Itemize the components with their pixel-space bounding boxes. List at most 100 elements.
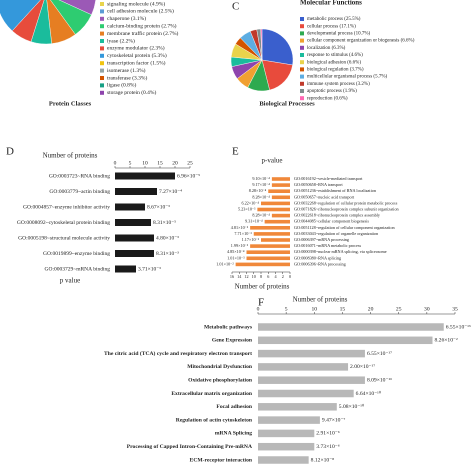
- legend-label: biological adhesion (6.6%): [307, 60, 361, 65]
- p-value-label: 3.73×10⁻⁶: [316, 444, 339, 450]
- category-label: Metabolic pathways: [204, 324, 253, 330]
- legend-swatch: [100, 61, 104, 66]
- category-label: GO:0016071~mRNA metabolic process: [294, 243, 362, 248]
- legend-swatch: [100, 9, 104, 14]
- x-tick-label: 6: [267, 274, 269, 279]
- x-tick-label: 20: [368, 306, 374, 312]
- bar: [258, 349, 365, 358]
- bar: [258, 363, 349, 371]
- category-label: GO:0003723~RNA binding: [49, 173, 110, 179]
- x-tick-label: 5: [129, 160, 132, 166]
- legend-swatch: [300, 60, 304, 65]
- category-label: GO:0044085~cellular component biogenesis: [294, 219, 369, 224]
- category-label: GO:0033043~regulation of organelle organ…: [294, 231, 379, 236]
- p-value-label: 8.09×10⁻¹⁶: [367, 377, 392, 383]
- panel-letter: E: [232, 146, 239, 158]
- bar: [258, 416, 320, 424]
- bar: [115, 250, 154, 257]
- legend-swatch: [100, 53, 104, 58]
- legend-label: isomerase (1.3%): [107, 67, 146, 74]
- category-label: GO:0005198~structural molecule activity: [18, 235, 110, 241]
- category-label: GO:0051236~establishment of RNA localiza…: [294, 188, 377, 193]
- bar: [258, 336, 433, 345]
- p-value-label: 9.47×10⁻⁷: [322, 417, 345, 423]
- legend-label: transferase (3.3%): [107, 74, 147, 81]
- p-value-label: 5.23×10⁻³: [238, 206, 256, 211]
- legend-label: biological regulation (3.7%): [307, 68, 364, 73]
- bar: [271, 183, 290, 187]
- p-value-label: 8.12×10⁻⁸: [311, 457, 334, 463]
- x-tick-label: 16: [230, 274, 234, 279]
- legend-swatch: [100, 76, 104, 80]
- legend-label: cytoskeletal protein (5.3%): [107, 52, 167, 59]
- x-tick-label: 35: [452, 306, 458, 312]
- bar: [250, 244, 290, 248]
- p-value-label: 5.08×10⁻¹⁰: [339, 403, 365, 410]
- bar: [264, 219, 290, 224]
- category-label: GO:0022618~ribonucleoprotein complex ass…: [294, 213, 381, 218]
- chart-title: Protein Classes: [49, 100, 92, 107]
- legend-swatch: [300, 81, 304, 86]
- bar: [258, 376, 365, 384]
- legend-label: cell adhesion molecule (2.5%): [107, 8, 174, 15]
- category-label: GO:0008092~cytoskeletal protein binding: [17, 220, 110, 226]
- legend-label: reproduction (0.6%): [307, 96, 348, 101]
- legend-label: response to stimulus (4.6%): [307, 53, 363, 58]
- category-label: GO:0003729~mRNA binding: [45, 266, 111, 272]
- category-label: GO:0050658~RNA transport: [294, 182, 344, 187]
- p-value-label: 8.28×10⁻⁴: [249, 188, 267, 193]
- legend-label: ligase (0.8%): [107, 82, 136, 89]
- category-label: GO:0003779~actin binding: [49, 189, 110, 195]
- pie-slice: [0, 0, 41, 32]
- legend-swatch: [100, 24, 104, 29]
- axis-title: Number of proteins: [43, 152, 98, 160]
- category-label: GO:0000398~nuclear mRNA splicing, via sp…: [294, 249, 387, 255]
- category-label: Focal adhesion: [216, 404, 252, 410]
- legend-swatch: [100, 2, 104, 6]
- category-label: GO:0006396~RNA processing: [294, 261, 347, 266]
- panel-letter: D: [6, 146, 14, 158]
- legend-label: membrane traffic protein (2.7%): [107, 30, 179, 37]
- legend-swatch: [300, 53, 304, 57]
- p-value-label: 6.55×10⁻¹³: [446, 324, 471, 330]
- p-value-label: 1.01×10⁻³: [227, 255, 245, 260]
- category-label: Oxidative phosphorylation: [188, 377, 253, 383]
- x-tick-label: 20: [172, 160, 178, 166]
- category-label: GO:0019899~enzyme binding: [43, 251, 110, 257]
- p-value-label: 4.80×10⁻³: [156, 235, 179, 241]
- category-label: GO:0050657~nucleic acid transport: [294, 194, 355, 199]
- bar: [250, 226, 290, 230]
- category-label: GO:0008380~RNA splicing: [294, 255, 342, 260]
- legend-label: signaling molecule (4.9%): [107, 0, 165, 7]
- bar: [235, 262, 290, 267]
- legend-swatch: [300, 38, 304, 43]
- p-value-label: 4.81×10⁻²: [231, 225, 249, 230]
- pie-slice: [260, 28, 263, 61]
- legend-swatch: [100, 83, 104, 88]
- legend-swatch: [300, 31, 304, 36]
- p-value-label: 1.17×10⁻²: [242, 237, 260, 242]
- category-label: Processing of Capped Intron-Containing P…: [127, 444, 252, 450]
- legend-label: developmental process (10.7%): [307, 32, 371, 37]
- x-tick-label: 15: [340, 306, 346, 312]
- p-value-label: 8.31×10⁻³: [156, 251, 179, 257]
- p-value-label: 6.55×10⁻¹⁷: [367, 351, 392, 357]
- x-tick-label: 0: [257, 306, 260, 312]
- legend-swatch: [100, 90, 104, 95]
- legend-label: chaperone (3.1%): [107, 15, 146, 22]
- bar: [258, 389, 354, 398]
- x-tick-label: 0: [289, 274, 291, 279]
- x-tick-label: 10: [142, 160, 148, 166]
- bar: [258, 403, 337, 411]
- x-tick-label: 2: [282, 274, 284, 279]
- legend-label: transcription factor (1.5%): [107, 59, 166, 66]
- p-value-label: 9.31×10⁻⁴: [245, 219, 263, 224]
- category-label: GO:0051128~regulation of cellular compon…: [294, 225, 396, 230]
- bar: [261, 238, 290, 242]
- category-label: Regulation of actin cytoskeleton: [176, 417, 253, 423]
- p-value-label: 6.22×10⁻⁴: [241, 200, 259, 205]
- bar: [261, 201, 290, 206]
- p-value-label: 6.96×10⁻⁵: [177, 173, 200, 179]
- bar: [115, 234, 154, 242]
